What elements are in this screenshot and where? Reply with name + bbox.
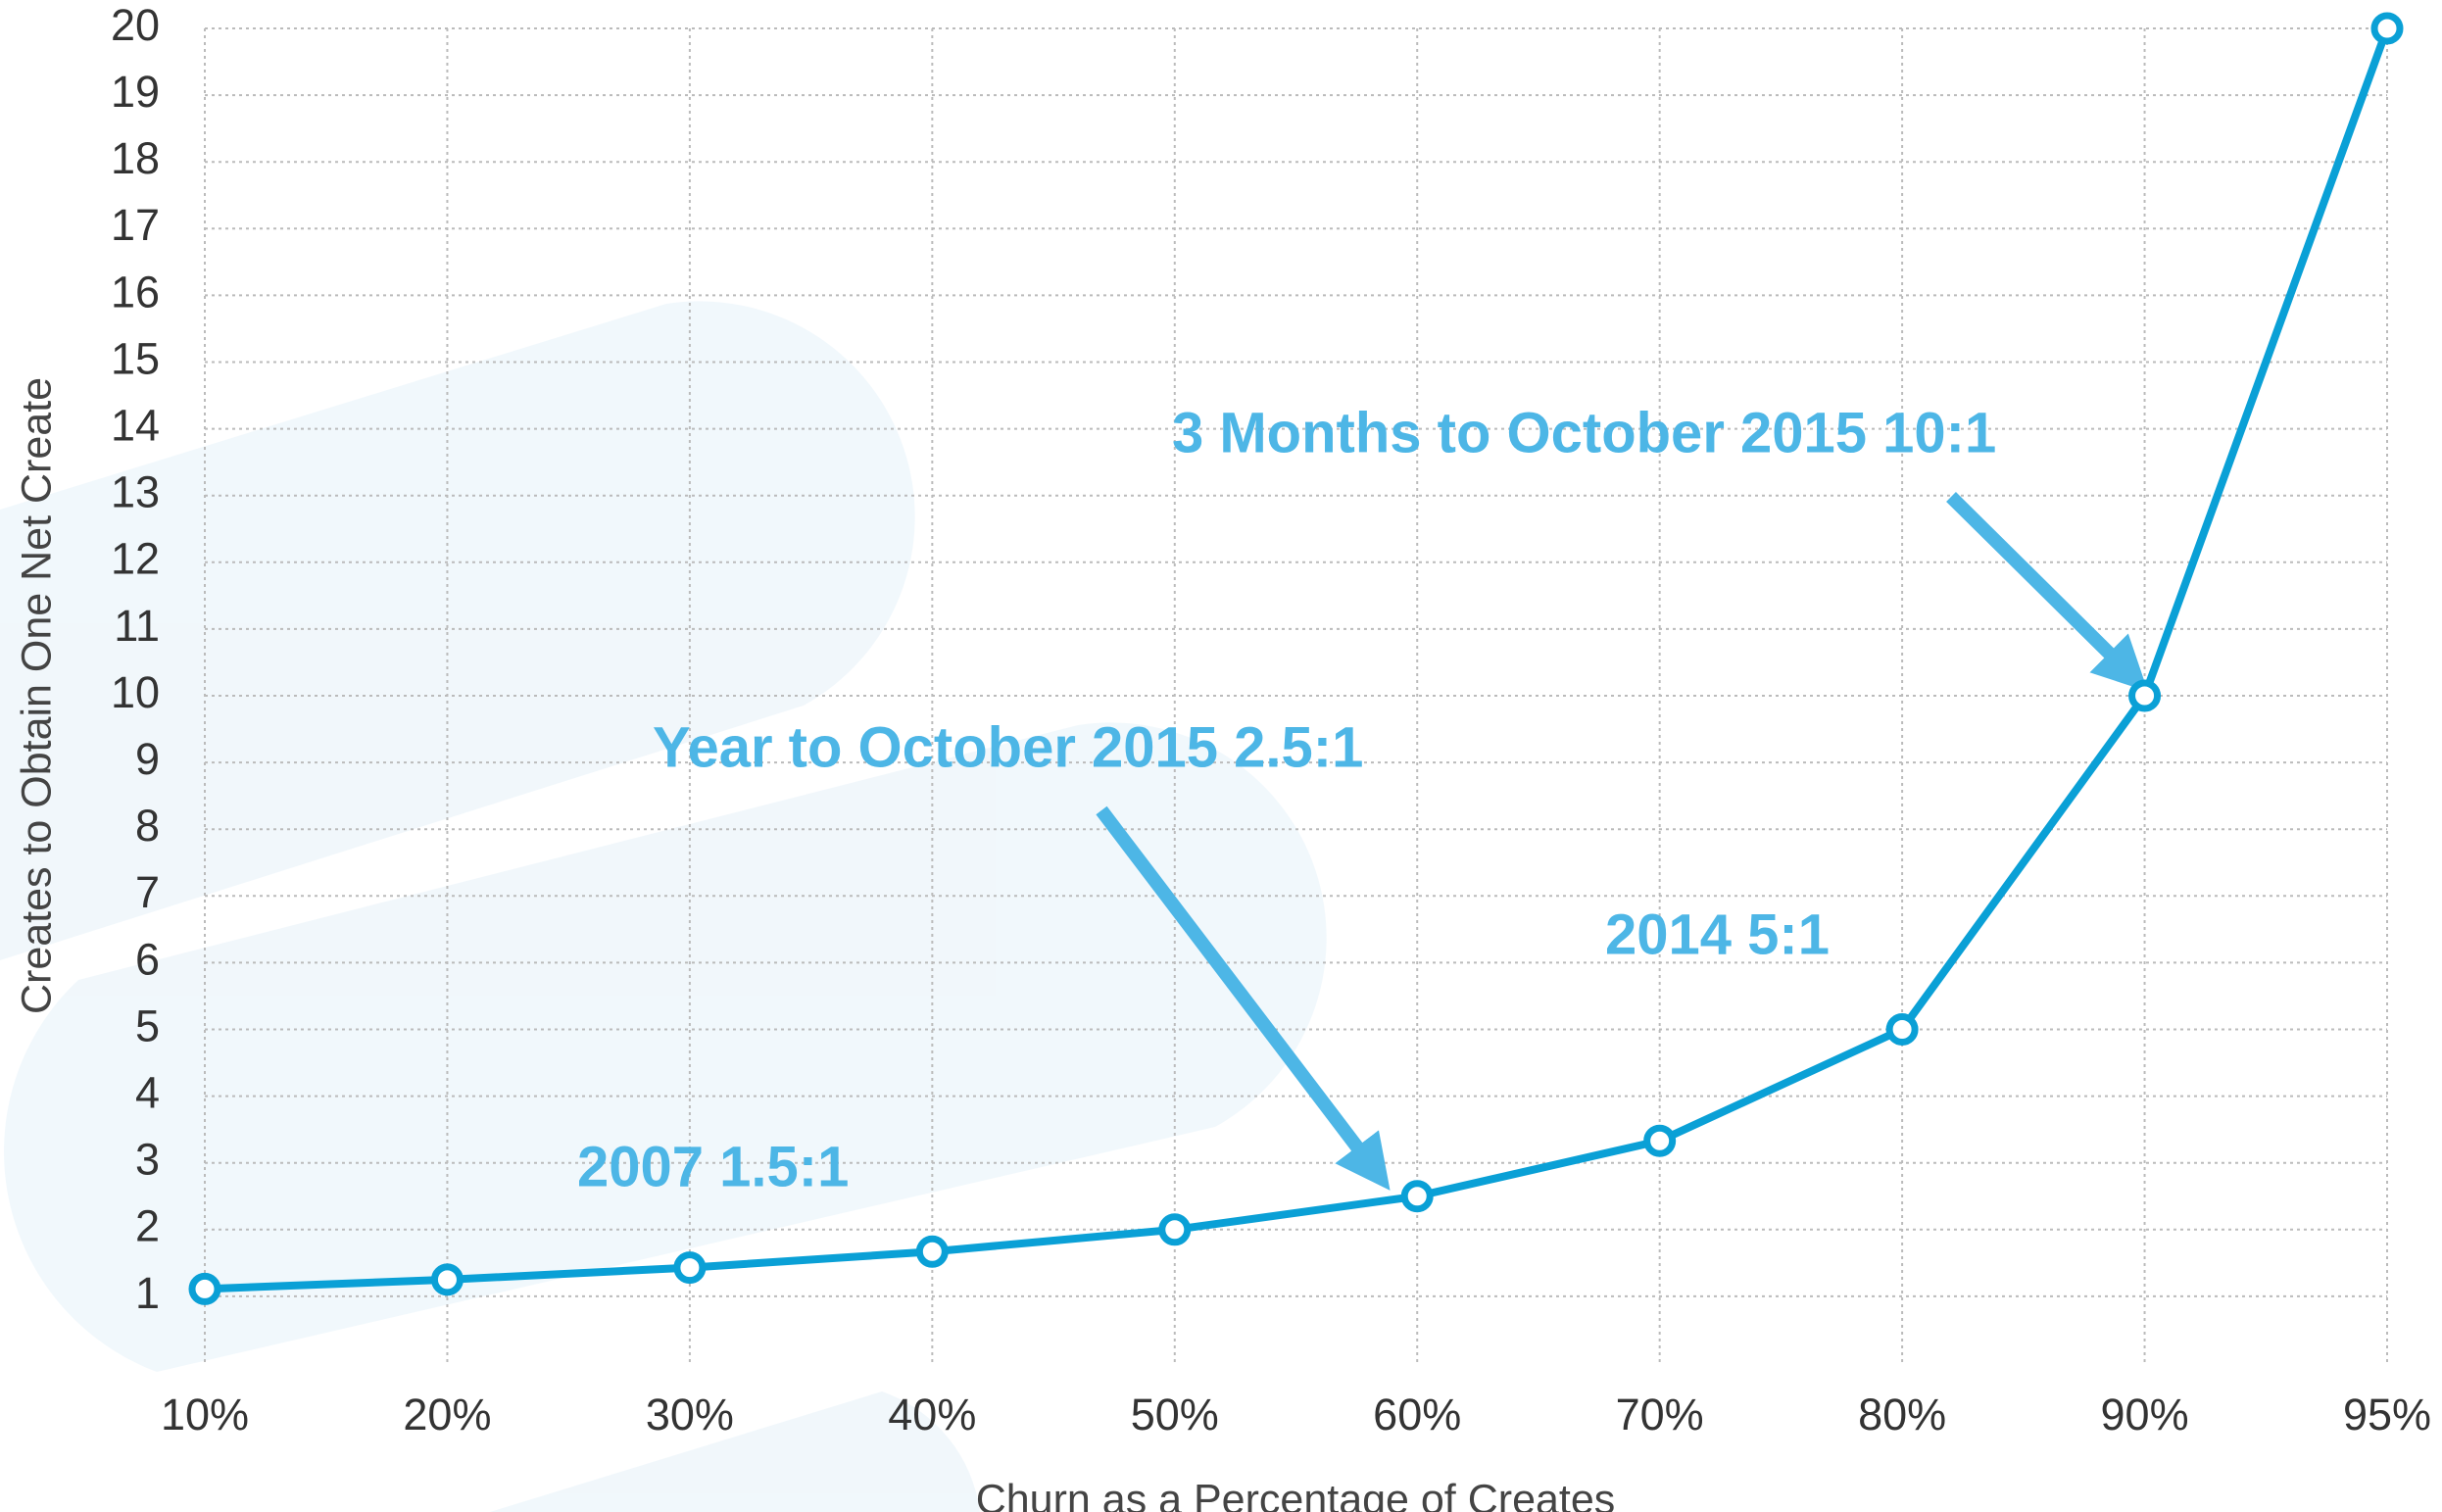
x-tick-label: 10% — [161, 1390, 249, 1439]
point — [1643, 1124, 1677, 1157]
y-tick-label: 1 — [135, 1268, 160, 1318]
background-decor — [0, 301, 1327, 1512]
y-tick-label: 18 — [111, 133, 160, 183]
arrow — [1096, 805, 1391, 1191]
x-tick-label: 60% — [1373, 1390, 1461, 1439]
y-tick-label: 2 — [135, 1201, 160, 1251]
y-tick-label: 19 — [111, 67, 160, 117]
point — [1885, 1013, 1919, 1046]
x-tick-label: 90% — [2101, 1390, 2189, 1439]
y-tick-label: 10 — [111, 667, 160, 717]
y-tick-label: 5 — [135, 1000, 160, 1050]
y-tick-label: 11 — [114, 601, 160, 651]
y-tick-label: 4 — [135, 1067, 160, 1117]
x-tick-label: 40% — [888, 1390, 976, 1439]
annotation: 3 Months to October 2015 10:1 — [1172, 401, 1996, 464]
annotation: 2007 1.5:1 — [577, 1135, 849, 1198]
y-axis-label: Creates to Obtain One Net Create — [13, 377, 60, 1014]
grid — [204, 27, 2388, 1363]
y-tick-label: 14 — [111, 400, 160, 450]
y-tick-label: 15 — [111, 333, 160, 383]
x-tick-label: 80% — [1858, 1390, 1946, 1439]
y-tick-label: 13 — [111, 467, 160, 517]
y-tick-label: 17 — [111, 200, 160, 250]
y-tick-label: 20 — [111, 0, 160, 50]
x-tick-label: 70% — [1616, 1390, 1704, 1439]
y-tick-label: 12 — [111, 534, 160, 584]
point — [1400, 1180, 1434, 1213]
y-tick-label: 16 — [111, 267, 160, 317]
y-tick-label: 6 — [135, 934, 160, 984]
x-tick-label: 20% — [403, 1390, 491, 1439]
line — [204, 26, 2391, 1293]
point — [2370, 12, 2404, 45]
arrow — [1946, 492, 2148, 692]
point — [915, 1235, 949, 1268]
point — [430, 1263, 464, 1296]
point — [188, 1272, 221, 1305]
y-tick-label: 3 — [135, 1135, 160, 1185]
annotation: 2014 5:1 — [1605, 902, 1830, 966]
point — [1158, 1213, 1192, 1246]
annotation: Year to October 2015 2.5:1 — [653, 715, 1363, 779]
point — [673, 1251, 707, 1285]
x-tick-label: 30% — [646, 1390, 734, 1439]
x-tick-label: 95% — [2343, 1390, 2431, 1439]
x-axis-label: Churn as a Percentage of Creates — [976, 1476, 1616, 1512]
x-tick-label: 50% — [1131, 1390, 1219, 1439]
y-tick-label: 7 — [135, 867, 160, 917]
y-tick-label: 8 — [135, 801, 160, 851]
point — [2128, 679, 2162, 712]
y-tick-label: 9 — [135, 734, 160, 784]
